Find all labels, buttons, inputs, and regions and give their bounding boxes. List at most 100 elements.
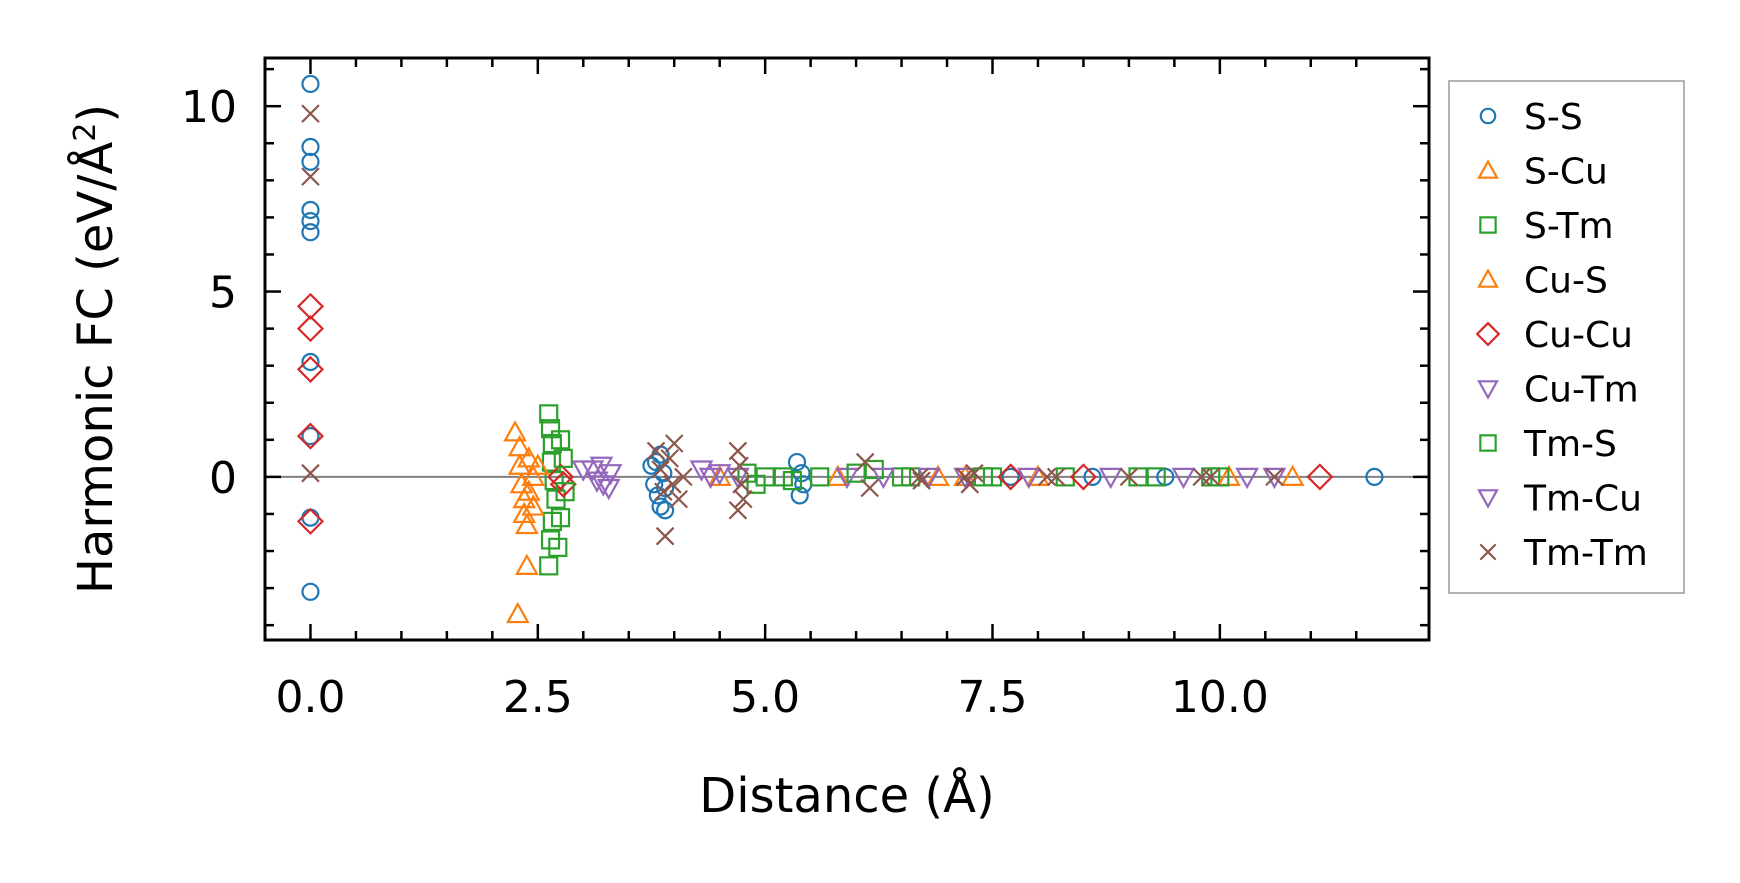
data-point: [728, 441, 748, 461]
legend-marker: [1479, 434, 1497, 452]
data-point: [871, 467, 896, 490]
data-point: [585, 471, 609, 493]
legend-label: Tm-Cu: [1523, 479, 1642, 520]
data-point: [1262, 467, 1287, 490]
data-point: [660, 449, 679, 468]
data-point: [912, 471, 931, 490]
data-point: [296, 292, 325, 320]
data-point: [301, 508, 320, 527]
data-point: [540, 419, 561, 439]
data-point: [301, 212, 320, 231]
legend-marker: [1477, 159, 1499, 179]
legend-label: S-Tm: [1524, 206, 1614, 247]
x-axis-label: Distance (Å): [699, 767, 994, 824]
series-Cu-Tm: [580, 456, 1259, 501]
data-point: [301, 352, 320, 372]
data-point: [301, 427, 320, 446]
data-point: [515, 512, 539, 535]
data-point: [732, 475, 751, 494]
legend-label: Cu-Tm: [1524, 370, 1639, 411]
legend-marker: [1479, 543, 1497, 561]
y-axis-label: Harmonic FC (eV/Å2): [67, 104, 124, 594]
x-tick-labels: 0.0 2.5 5.0 7.5 10.0: [275, 672, 1268, 723]
data-point: [728, 500, 748, 520]
data-point: [596, 478, 621, 501]
x-tick-label: 0.0: [275, 672, 345, 723]
legend-marker: [1477, 489, 1499, 509]
legend-item: Tm-Tm: [1479, 533, 1648, 574]
series-S-Tm: [539, 404, 1221, 576]
data-point: [965, 463, 984, 483]
data-point: [548, 537, 568, 557]
data-point: [555, 482, 575, 502]
x-tick-label: 10.0: [1171, 672, 1269, 723]
data-point: [507, 453, 532, 475]
data-point: [651, 460, 670, 479]
data-point: [655, 526, 675, 546]
data-point: [296, 422, 325, 450]
data-point: [301, 104, 320, 123]
legend-label: S-Cu: [1524, 152, 1608, 193]
data-point: [301, 152, 320, 171]
legend-marker: [1479, 107, 1497, 125]
data-point: [301, 167, 320, 186]
data-point: [1026, 464, 1050, 486]
series-S-S: [301, 74, 1384, 601]
plot-border: [263, 56, 1431, 642]
series-Cu-Cu: [296, 292, 1334, 535]
legend-item: S-Tm: [1479, 206, 1614, 247]
data-point: [997, 463, 1025, 491]
data-point: [516, 446, 541, 468]
data-point: [645, 475, 664, 494]
data-point: [515, 553, 539, 575]
data-point: [1083, 467, 1102, 486]
data-point: [571, 460, 596, 482]
data-point: [589, 456, 614, 479]
data-point: [1119, 467, 1139, 487]
data-point: [1001, 467, 1020, 486]
data-point: [826, 464, 850, 486]
series-Tm-Tm: [301, 104, 1284, 546]
data-point: [296, 355, 325, 383]
legend-marker: [1477, 380, 1499, 400]
legend-label: Cu-Cu: [1524, 315, 1633, 356]
legend-marker: [1477, 268, 1499, 288]
data-point: [1171, 467, 1196, 490]
legend-item: Cu-S: [1477, 261, 1608, 302]
data-point: [541, 452, 562, 472]
data-point: [669, 489, 689, 509]
data-point: [550, 508, 571, 528]
data-point: [787, 452, 807, 472]
plot-area: [263, 56, 1431, 642]
data-point: [790, 486, 809, 505]
data-markers: [296, 74, 1384, 624]
x-tick-label: 5.0: [730, 672, 800, 723]
legend-marker: [1479, 216, 1497, 234]
data-point: [782, 470, 803, 491]
legend-item: Tm-Cu: [1477, 479, 1642, 520]
data-point: [539, 404, 559, 424]
data-point: [651, 497, 670, 516]
y-axis-label-superscript: 2: [68, 123, 103, 142]
data-point: [1265, 467, 1284, 487]
data-point: [664, 434, 684, 453]
y-tick-label: 10: [181, 82, 237, 133]
data-point: [521, 494, 546, 516]
data-point: [549, 470, 577, 498]
data-point: [1037, 467, 1057, 487]
data-point: [654, 482, 673, 501]
data-point: [656, 478, 675, 498]
data-point: [553, 448, 573, 468]
data-point: [1046, 467, 1066, 487]
data-point: [973, 467, 994, 487]
data-point: [1365, 467, 1384, 486]
legend-label: S-S: [1524, 97, 1583, 138]
data-point: [746, 474, 766, 494]
data-point: [860, 478, 880, 498]
legend-item: Cu-Cu: [1475, 315, 1633, 356]
data-point: [689, 460, 714, 482]
data-point: [1306, 463, 1334, 491]
data-point: [960, 475, 980, 494]
data-point: [539, 556, 559, 576]
data-point: [1146, 467, 1166, 487]
